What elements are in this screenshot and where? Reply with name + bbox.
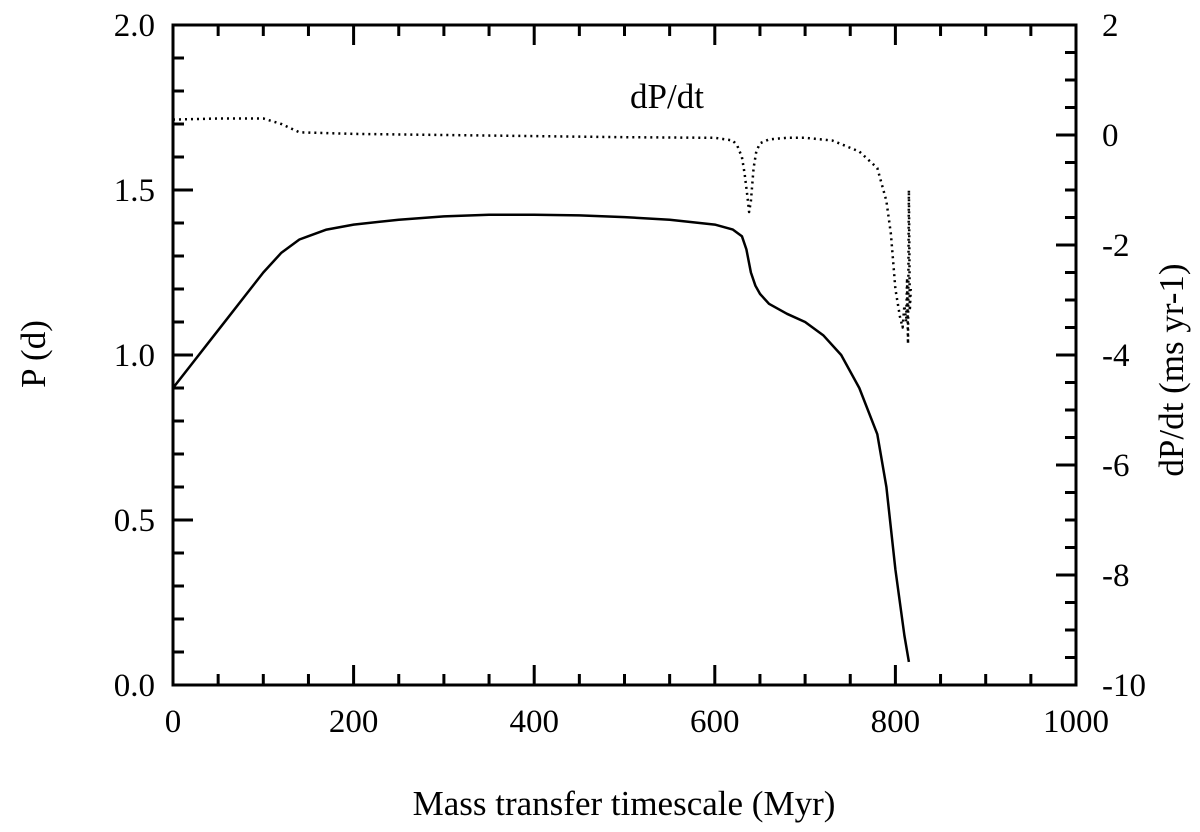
y-tick-label-left: 2.0 <box>114 8 155 44</box>
x-tick-label: 600 <box>690 704 740 740</box>
axes <box>171 23 1078 687</box>
y-tick-label-left: 1.0 <box>114 338 155 374</box>
x-tick-label: 200 <box>329 704 379 740</box>
y-axis-label-right: dP/dt (ms yr-1) <box>1152 263 1191 476</box>
x-tick-label: 800 <box>871 704 921 740</box>
y-tick-label-left: 1.5 <box>114 173 155 209</box>
ticks: 0 200 400 600 800 1000 0.0 0.5 1.0 1.5 2.0 -10 -8 -6 -… <box>114 8 1146 740</box>
y-axis-label-left: P (d) <box>14 320 53 388</box>
y-tick-label-right: -8 <box>1102 558 1130 594</box>
plot-frame <box>171 23 1078 687</box>
series <box>172 117 913 663</box>
series-period-line <box>172 213 911 663</box>
y-tick-label-right: 2 <box>1102 8 1119 44</box>
series-dpdt-line <box>172 117 913 346</box>
x-tick-label: 400 <box>509 704 559 740</box>
y-tick-label-right: 0 <box>1102 118 1119 154</box>
y-tick-label-left: 0.0 <box>114 668 155 704</box>
y-tick-label-right: -6 <box>1102 448 1130 484</box>
y-tick-label-right: -4 <box>1102 338 1130 374</box>
annotation-dpdt: dP/dt <box>630 77 704 116</box>
x-axis-label: Mass transfer timescale (Myr) <box>413 784 836 823</box>
x-tick-label: 0 <box>165 704 182 740</box>
y-tick-label-right: -10 <box>1102 668 1146 704</box>
y-tick-label-right: -2 <box>1102 228 1130 264</box>
y-tick-label-left: 0.5 <box>114 503 155 539</box>
x-tick-label: 1000 <box>1043 704 1109 740</box>
labels: Mass transfer timescale (Myr) P (d) dP/d… <box>14 77 1191 823</box>
